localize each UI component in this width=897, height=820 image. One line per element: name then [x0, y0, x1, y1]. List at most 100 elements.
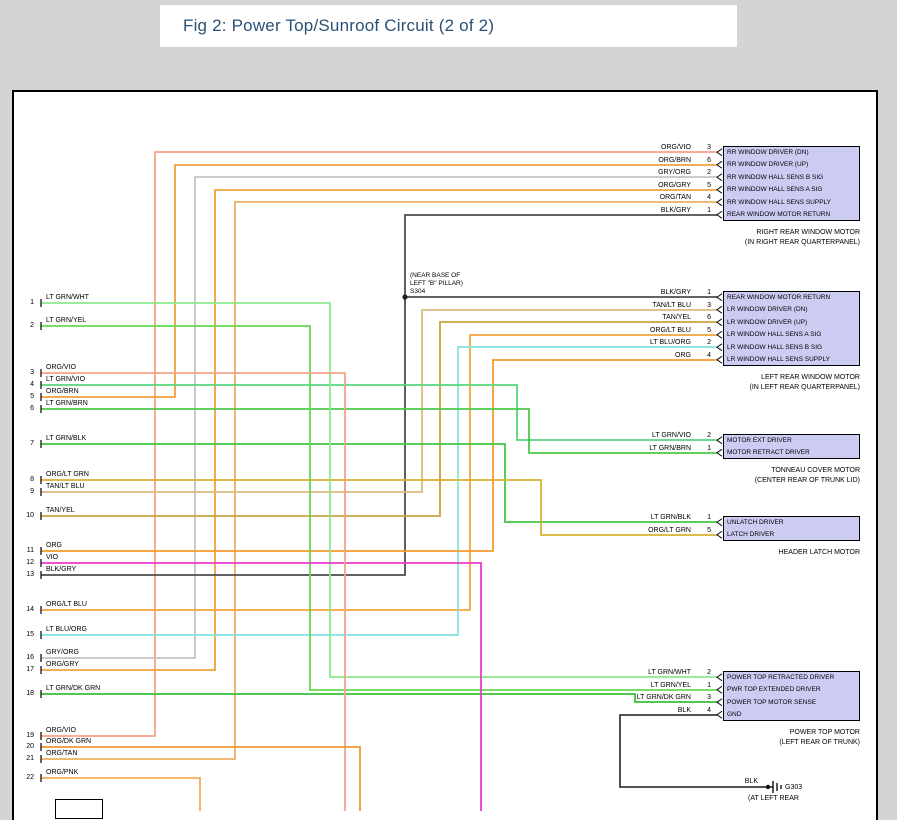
- left-pin-number-7: 7: [30, 440, 34, 447]
- connector-pin-number: 6: [707, 156, 711, 164]
- left-pin-number-2: 2: [30, 322, 34, 329]
- connector-pin-number: 3: [707, 144, 711, 152]
- connector-wire-label: LT BLU/ORG: [650, 339, 691, 347]
- ground-id: G303: [785, 784, 803, 791]
- connector-row-label: REAR WINDOW MOTOR RETURN: [727, 293, 831, 301]
- left-pin-number-19: 19: [26, 732, 34, 739]
- connector-pin-number: 2: [707, 169, 711, 177]
- connector-caption-power-top-motor: (LEFT REAR OF TRUNK): [779, 738, 860, 746]
- connector-pin-number: 2: [707, 432, 711, 440]
- connector-right-rear-window-motor: [723, 146, 860, 221]
- left-wire-label: VIO: [46, 554, 59, 561]
- left-pin-number-5: 5: [30, 393, 34, 400]
- connector-row-label: LR WINDOW HALL SENS B SIG: [727, 343, 823, 351]
- connector-row-label: RR WINDOW DRIVER (UP): [727, 161, 809, 169]
- connector-wire-label: ORG/GRY: [658, 181, 691, 189]
- left-wire-label: ORG/TAN: [46, 750, 78, 757]
- connector-pin-number: 3: [707, 694, 711, 702]
- connector-wire-label: ORG/BRN: [658, 156, 691, 164]
- connector-wire-label: LT GRN/WHT: [648, 669, 691, 677]
- connector-wire-label: TAN/LT BLU: [652, 301, 691, 309]
- connector-caption-header-latch-motor: HEADER LATCH MOTOR: [778, 549, 860, 556]
- connector-row-label: POWER TOP RETRACTED DRIVER: [727, 673, 835, 681]
- left-pin-number-22: 22: [26, 774, 34, 781]
- left-pin-number-20: 20: [26, 743, 34, 750]
- connector-row-label: LR WINDOW HALL SENS SUPPLY: [727, 356, 830, 364]
- connector-row-label: RR WINDOW HALL SENS B SIG: [727, 173, 824, 181]
- connector-row-label: REAR WINDOW MOTOR RETURN: [727, 211, 831, 219]
- connector-row-label: LATCH DRIVER: [727, 531, 775, 539]
- connector-pin-number: 1: [707, 444, 711, 452]
- connector-caption-tonneau-cover-motor: (CENTER REAR OF TRUNK LID): [754, 476, 860, 484]
- connector-tonneau-cover-motor: [723, 434, 860, 459]
- left-wire-label: TAN/YEL: [46, 507, 75, 514]
- connector-pin-number: 1: [707, 289, 711, 297]
- connector-row-label: LR WINDOW DRIVER (UP): [727, 318, 808, 326]
- connector-wire-label: LT GRN/VIO: [651, 432, 691, 440]
- connector-row-label: LR WINDOW HALL SENS A SIG: [727, 331, 822, 339]
- connector-pin-number: 4: [707, 351, 711, 359]
- connector-wire-label: ORG/TAN: [659, 194, 691, 202]
- left-wire-label: ORG/LT GRN: [46, 471, 89, 478]
- connector-row-label: POWER TOP MOTOR SENSE: [727, 698, 817, 706]
- connector-wire-label: LT GRN/YEL: [650, 681, 691, 689]
- connector-wire-label: ORG/LT BLU: [650, 326, 691, 334]
- connector-wire-label: GRY/ORG: [658, 169, 691, 177]
- left-pin-number-21: 21: [26, 755, 34, 762]
- connector-wire-label: ORG/LT GRN: [648, 526, 691, 534]
- figure-title: Fig 2: Power Top/Sunroof Circuit (2 of 2…: [183, 16, 495, 35]
- connector-pin-number: 2: [707, 339, 711, 347]
- left-wire-label: GRY/ORG: [46, 649, 79, 656]
- connector-wire-label: BLK/GRY: [660, 206, 691, 214]
- connector-left-rear-window-motor: [723, 291, 860, 366]
- left-wire-label: TAN/LT BLU: [46, 483, 85, 490]
- splice-note: S304: [410, 288, 426, 295]
- left-wire-label: LT GRN/WHT: [46, 294, 89, 301]
- left-pin-number-6: 6: [30, 405, 34, 412]
- connector-wire-label: ORG: [675, 351, 691, 359]
- connector-pin-number: 3: [707, 301, 711, 309]
- left-pin-number-1: 1: [30, 299, 34, 306]
- connector-wire-label: LT GRN/BLK: [650, 514, 691, 522]
- left-pin-number-15: 15: [26, 631, 34, 638]
- left-pin-number-11: 11: [26, 547, 34, 554]
- connector-wire-label: BLK/GRY: [660, 289, 691, 297]
- left-wire-label: ORG/BRN: [46, 388, 79, 395]
- connector-pin-number: 1: [707, 681, 711, 689]
- cutoff-element: [55, 799, 103, 819]
- connector-row-label: RR WINDOW HALL SENS SUPPLY: [727, 198, 832, 206]
- connector-caption-right-rear-window-motor: (IN RIGHT REAR QUARTERPANEL): [744, 238, 860, 246]
- left-wire-label: LT GRN/VIO: [46, 376, 86, 383]
- connector-row-label: LR WINDOW DRIVER (DN): [727, 306, 808, 314]
- left-wire-label: LT GRN/YEL: [46, 317, 87, 324]
- connector-pin-number: 5: [707, 326, 711, 334]
- left-wire-label: ORG/PNK: [46, 769, 79, 776]
- connector-pin-number: 5: [707, 526, 711, 534]
- connector-caption-left-rear-window-motor: (IN LEFT REAR QUARTERPANEL): [749, 383, 860, 391]
- left-pin-number-17: 17: [26, 666, 34, 673]
- left-wire-label: ORG/VIO: [46, 364, 76, 371]
- connector-row-label: MOTOR RETRACT DRIVER: [727, 449, 810, 457]
- connector-wire-label: BLK: [677, 706, 691, 714]
- connector-row-label: GND: [727, 711, 742, 719]
- left-pin-number-10: 10: [26, 512, 34, 519]
- connector-caption-left-rear-window-motor: LEFT REAR WINDOW MOTOR: [761, 374, 860, 381]
- connector-caption-tonneau-cover-motor: TONNEAU COVER MOTOR: [771, 467, 860, 474]
- connector-row-label: RR WINDOW HALL SENS A SIG: [727, 186, 823, 194]
- connector-row-label: RR WINDOW DRIVER (DN): [727, 148, 809, 156]
- connector-caption-power-top-motor: POWER TOP MOTOR: [789, 729, 860, 736]
- ground-location: (AT LEFT REAR: [748, 795, 799, 802]
- left-pin-number-3: 3: [30, 369, 34, 376]
- left-wire-label: ORG/VIO: [46, 727, 76, 734]
- left-wire-label: LT GRN/BLK: [46, 435, 87, 442]
- figure-title-box: Fig 2: Power Top/Sunroof Circuit (2 of 2…: [160, 5, 737, 47]
- left-wire-label: ORG/DK GRN: [46, 738, 92, 745]
- connector-wire-label: LT GRN/DK GRN: [636, 694, 691, 702]
- left-pin-number-13: 13: [26, 571, 34, 578]
- left-wire-label: LT GRN/DK GRN: [46, 685, 101, 692]
- left-pin-number-8: 8: [30, 476, 34, 483]
- connector-row-label: PWR TOP EXTENDED DRIVER: [727, 686, 821, 694]
- left-pin-number-12: 12: [26, 559, 34, 566]
- connector-pin-number: 6: [707, 314, 711, 322]
